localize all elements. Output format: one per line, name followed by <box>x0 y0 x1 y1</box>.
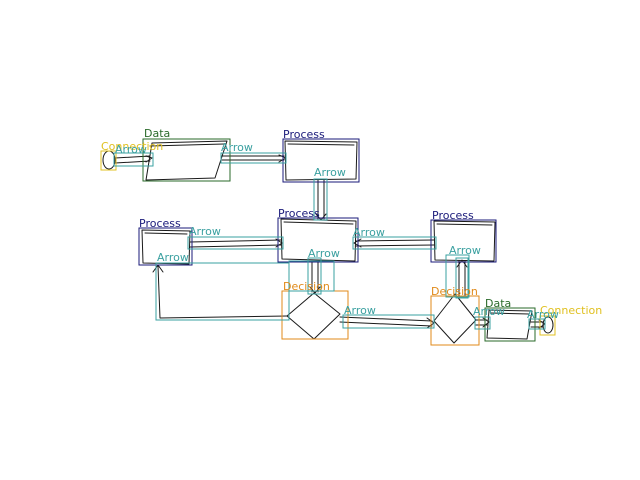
arrow-box-2 <box>220 152 287 164</box>
ink-arrow-1 <box>114 155 153 164</box>
process-node-right <box>433 220 496 262</box>
arrow-box-6-extent <box>288 260 335 292</box>
arrow-label-4: Arrow <box>189 225 221 238</box>
connection-label-1: Connection <box>101 140 163 153</box>
data-box-2 <box>484 307 536 342</box>
arrow-box-1 <box>113 152 154 167</box>
connection-box-2 <box>539 315 556 336</box>
process-box-top <box>282 138 360 183</box>
process-node-top <box>284 140 358 181</box>
data-box-1 <box>142 138 231 182</box>
process-label-right: Process <box>432 209 474 222</box>
sketch-layer <box>102 140 554 344</box>
arrow-label-2: Arrow <box>221 141 253 154</box>
decision-box-2 <box>430 295 480 346</box>
ink-arrow-8 <box>339 316 435 329</box>
ink-arrow-7 <box>152 264 288 319</box>
process-node-middle <box>280 218 357 262</box>
process-box-right <box>430 219 497 263</box>
arrow-box-11 <box>528 318 546 330</box>
arrow-label-3: Arrow <box>314 166 346 179</box>
process-box-middle <box>277 217 359 263</box>
arrow-box-6 <box>307 257 322 295</box>
label-layer: Connection Connection Data Data Process … <box>101 127 602 321</box>
ink-arrow-5 <box>353 238 435 248</box>
process-label-top: Process <box>283 128 325 141</box>
process-box-left <box>138 227 193 266</box>
ink-arrow-6 <box>309 260 321 294</box>
arrow-label-1: Arrow <box>115 143 147 156</box>
arrow-label-7: Arrow <box>157 251 189 264</box>
decision-node-1 <box>286 292 341 340</box>
decision-label-1: Decision <box>283 280 330 293</box>
arrow-box-8 <box>342 314 435 329</box>
decision-node-2 <box>433 293 477 344</box>
arrow-label-11: Arrow <box>527 308 559 321</box>
data-label-2: Data <box>485 297 511 310</box>
decision-box-1 <box>281 290 349 340</box>
decision-label-2: Decision <box>431 285 478 298</box>
annotation-layer <box>100 138 556 346</box>
ink-arrow-10 <box>475 317 490 328</box>
process-label-middle: Process <box>278 207 320 220</box>
arrow-box-3 <box>313 178 328 221</box>
arrow-label-10: Arrow <box>473 305 505 318</box>
arrow-box-7 <box>155 262 290 321</box>
arrow-label-5: Arrow <box>353 226 385 239</box>
arrow-label-9: Arrow <box>449 244 481 257</box>
data-node-1 <box>145 140 228 181</box>
arrow-label-8: Arrow <box>344 304 376 317</box>
ink-arrow-2 <box>221 154 287 163</box>
arrow-box-9 <box>455 257 469 299</box>
arrow-box-5 <box>352 236 437 250</box>
arrow-label-6: Arrow <box>308 247 340 260</box>
process-label-left: Process <box>139 217 181 230</box>
data-label-1: Data <box>144 127 170 140</box>
connection-box-1 <box>100 150 117 171</box>
arrow-box-4 <box>187 236 284 250</box>
process-node-left <box>141 229 191 265</box>
ink-arrow-4 <box>189 238 283 248</box>
ink-arrow-9 <box>456 259 468 298</box>
arrow-box-9-extent <box>445 254 470 298</box>
connection-label-2: Connection <box>540 304 602 317</box>
arrow-box-10 <box>474 316 491 330</box>
connection-node-1 <box>102 150 116 170</box>
